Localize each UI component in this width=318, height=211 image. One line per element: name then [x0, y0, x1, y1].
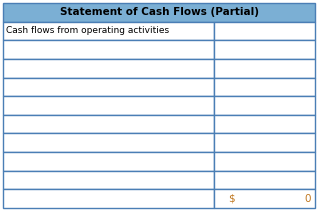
Bar	[3, 115, 214, 133]
Bar	[214, 152, 315, 171]
Bar	[214, 171, 315, 189]
Bar	[214, 40, 315, 59]
Bar	[3, 3, 315, 22]
Bar	[214, 133, 315, 152]
Text: Statement of Cash Flows (Partial): Statement of Cash Flows (Partial)	[59, 7, 259, 17]
Text: Cash flows from operating activities: Cash flows from operating activities	[6, 26, 169, 35]
Bar	[3, 59, 214, 78]
Bar	[3, 22, 214, 40]
Bar	[3, 96, 214, 115]
Bar	[214, 78, 315, 96]
Bar	[3, 152, 214, 171]
Text: 0: 0	[305, 194, 311, 204]
Bar	[214, 189, 315, 208]
Bar	[3, 78, 214, 96]
Bar	[3, 171, 214, 189]
Bar	[3, 189, 214, 208]
Bar	[214, 115, 315, 133]
Bar	[3, 40, 214, 59]
Bar	[214, 96, 315, 115]
Bar	[3, 133, 214, 152]
Text: $: $	[229, 194, 235, 204]
Bar	[214, 59, 315, 78]
Bar	[214, 22, 315, 40]
